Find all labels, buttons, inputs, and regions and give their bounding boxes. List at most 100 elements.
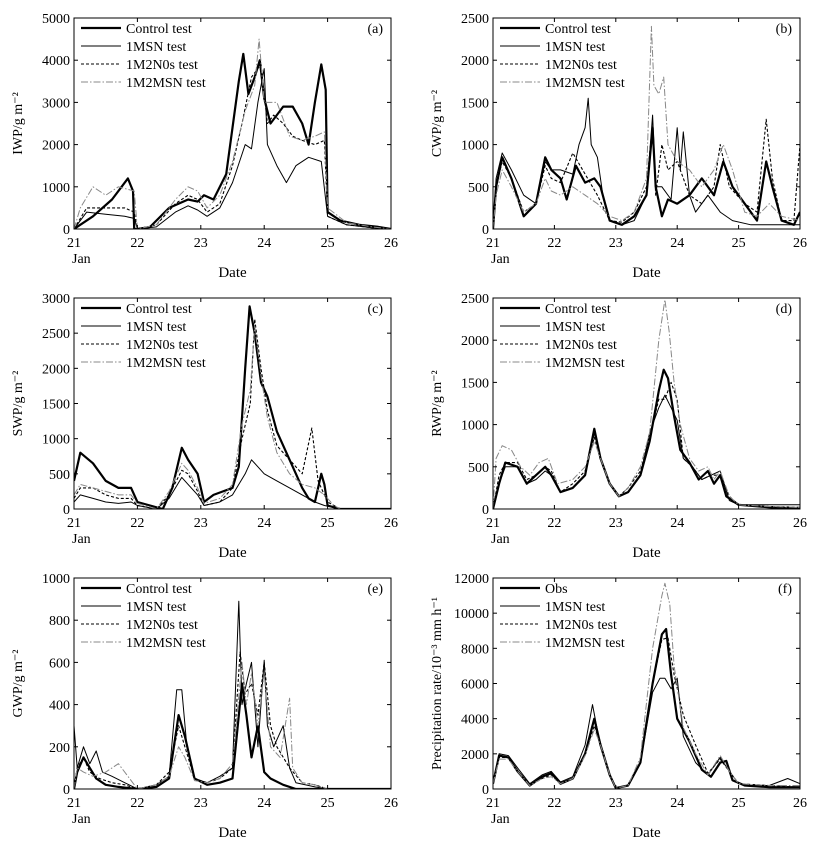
legend-label-control-test: Control test [545,302,611,317]
plot-frame [492,297,801,510]
legend-label-1msn-test: 1MSN test [126,320,186,335]
x-tick-label: 23 [194,796,208,811]
y-tick-label: 2000 [461,54,489,69]
y-axis-label: IWP/g m⁻² [11,92,26,155]
x-tick-label: 21 [67,236,81,251]
series-line-1m2n0s-test [74,318,391,509]
chart-panel-a: 0 1000 2000 3000 4000 5000 21 22 23 24 25 26 Jan Date… [11,12,398,281]
legend-label-1msn-test: 1MSN test [545,600,605,615]
x-tick-label: 24 [257,236,271,251]
panel-label: (f) [778,582,792,597]
y-tick-label: 1000 [42,181,70,196]
x-tick-label: 22 [130,236,144,251]
y-tick-label: 1500 [42,398,70,413]
y-tick-label: 1000 [42,572,70,587]
legend-label-1m2msn-test: 1M2MSN test [126,636,206,651]
y-tick-label: 500 [468,181,489,196]
y-tick-label: 500 [49,468,70,483]
y-tick-label: 6000 [461,678,489,693]
y-tick-label: 4000 [461,713,489,728]
plot-frame [492,17,801,230]
legend-label-1msn-test: 1MSN test [126,600,186,615]
y-axis-label: SWP/g m⁻² [11,371,26,437]
x-tick-label: 24 [670,516,684,531]
y-tick-label: 4000 [42,54,70,69]
series-line-1msn-test [493,677,800,789]
x-tick-label: 24 [257,796,271,811]
x-month-label: Jan [72,812,91,827]
series-line-obs [493,627,800,789]
panel-label: (c) [367,302,383,317]
x-tick-label: 24 [670,796,684,811]
x-tick-label: 25 [321,516,335,531]
x-axis-label: Date [632,545,661,561]
series-line-control-test [74,305,391,509]
x-tick-label: 21 [486,236,500,251]
series-line-control-test [493,368,800,509]
y-tick-label: 1000 [461,419,489,434]
x-tick-label: 23 [194,236,208,251]
x-tick-label: 25 [321,236,335,251]
x-tick-label: 21 [67,796,81,811]
y-tick-label: 3000 [42,96,70,111]
legend-label-control-test: Control test [126,302,192,317]
y-tick-label: 2000 [42,139,70,154]
y-tick-label: 2000 [461,748,489,763]
x-tick-label: 21 [486,796,500,811]
x-tick-label: 23 [609,516,623,531]
x-tick-label: 23 [609,236,623,251]
y-tick-label: 500 [468,461,489,476]
x-tick-label: 25 [321,796,335,811]
y-tick-label: 2000 [461,334,489,349]
legend-label-1m2n0s-test: 1M2N0s test [545,618,617,633]
chart-panel-c: 0 500 1000 1500 2000 2500 3000 21 22 23 24 25 26 Jan D… [11,292,398,561]
y-tick-label: 1500 [461,376,489,391]
y-tick-label: 0 [482,783,489,798]
panel-label: (d) [776,302,793,317]
y-tick-label: 600 [49,656,70,671]
x-axis-label: Date [218,825,247,841]
legend-label-obs: Obs [545,582,568,597]
y-tick-label: 200 [49,741,70,756]
series-line-control-test [74,682,391,789]
y-tick-label: 10000 [454,607,489,622]
x-tick-label: 22 [547,796,561,811]
y-tick-label: 0 [63,503,70,518]
y-tick-label: 0 [63,223,70,238]
legend-label-control-test: Control test [545,22,611,37]
legend-label-1m2n0s-test: 1M2N0s test [545,338,617,353]
chart-panel-d: 0 500 1000 1500 2000 2500 21 22 23 24 25 26 Jan Date R… [430,292,807,561]
x-tick-label: 21 [486,516,500,531]
x-tick-label: 24 [257,516,271,531]
x-tick-label: 26 [384,236,398,251]
y-axis-label: GWP/g m⁻² [11,650,26,718]
y-tick-label: 3000 [42,292,70,307]
x-tick-label: 21 [67,516,81,531]
x-tick-label: 25 [732,516,746,531]
x-tick-label: 26 [793,796,807,811]
y-tick-label: 800 [49,614,70,629]
series-line-1m2msn-test [74,661,391,789]
x-month-label: Jan [72,532,91,547]
y-axis-label: Precipitation rate/10⁻³ mm h⁻¹ [430,597,445,770]
y-axis-label: RWP/g m⁻² [430,370,445,436]
x-tick-label: 26 [793,236,807,251]
x-tick-label: 26 [384,796,398,811]
plot-frame [73,577,392,790]
x-tick-label: 25 [732,236,746,251]
y-tick-label: 1500 [461,96,489,111]
legend-label-control-test: Control test [126,582,192,597]
x-tick-label: 22 [547,236,561,251]
x-axis-label: Date [218,545,247,561]
legend-label-1m2n0s-test: 1M2N0s test [126,338,198,353]
y-tick-label: 2500 [42,327,70,342]
x-tick-label: 24 [670,236,684,251]
legend: Control test 1MSN test 1M2N0s test 1M2MSN t… [81,302,206,371]
series-line-control-test [493,126,800,229]
legend-label-1m2msn-test: 1M2MSN test [545,76,625,91]
y-axis-label: CWP/g m⁻² [430,90,445,157]
chart-panel-e: 0 200 400 600 800 1000 21 22 23 24 25 26 Jan Date GWP/… [11,572,398,841]
panel-label: (e) [367,582,383,597]
series-line-1m2msn-test [493,582,800,789]
